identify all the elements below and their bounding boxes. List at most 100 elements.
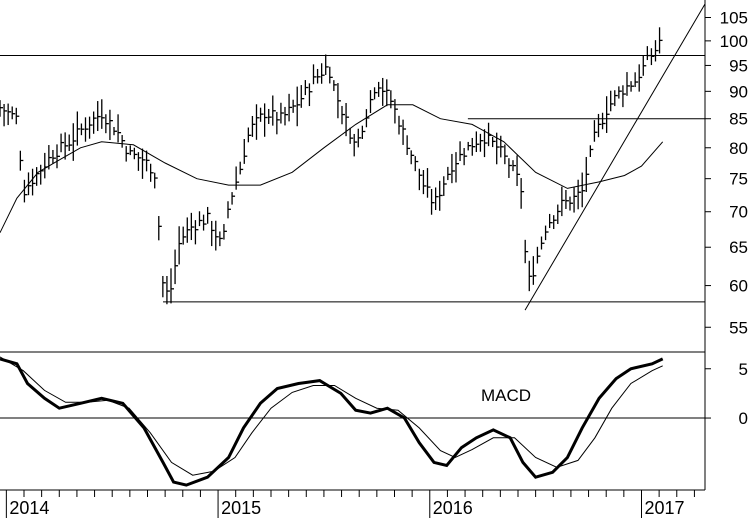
- ohlc-bar: [475, 131, 480, 153]
- x-tick-label: 2017: [644, 498, 684, 518]
- ohlc-bar: [589, 145, 594, 158]
- ohlc-bar: [292, 99, 297, 113]
- ohlc-bar: [72, 123, 77, 161]
- ohlc-bar: [548, 213, 553, 229]
- ohlc-bar: [255, 104, 260, 140]
- ohlc-bar: [235, 166, 240, 190]
- ohlc-bar: [406, 135, 411, 155]
- ohlc-bar: [528, 260, 533, 292]
- ohlc-bar: [418, 168, 423, 191]
- ohlc-bar: [198, 211, 203, 227]
- y-tick-label: 85: [729, 110, 748, 129]
- ohlc-bar: [105, 114, 109, 134]
- ohlc-bar: [276, 111, 280, 135]
- ohlc-bar: [154, 172, 158, 189]
- ohlc-bar: [280, 102, 284, 124]
- ohlc-bar: [101, 99, 105, 129]
- ohlc-bar: [439, 180, 443, 211]
- macd-line: [0, 357, 664, 487]
- ohlc-bar: [186, 217, 191, 243]
- ohlc-bar: [149, 163, 154, 182]
- ohlc-bar: [508, 158, 512, 178]
- ohlc-bar: [398, 115, 402, 135]
- ohlc-bar: [3, 104, 8, 127]
- ohlc-bar: [585, 156, 590, 193]
- y-tick-label: 80: [729, 139, 748, 158]
- ohlc-bar: [532, 256, 537, 285]
- ohlc-bar: [312, 64, 317, 85]
- ohlc-bar: [601, 112, 606, 130]
- ohlc-bar: [133, 147, 138, 160]
- moving-average-line: [0, 104, 664, 233]
- ohlc-bar: [56, 144, 60, 169]
- ohlc-bar: [125, 146, 130, 162]
- ohlc-bar: [268, 108, 272, 124]
- ohlc-bar: [386, 79, 390, 107]
- ohlc-bar: [569, 196, 573, 211]
- ohlc-bar: [113, 126, 117, 136]
- ohlc-bar: [467, 141, 472, 151]
- ohlc-bar: [341, 105, 345, 125]
- ohlc-bar: [642, 55, 647, 76]
- ohlc-bar: [471, 137, 476, 156]
- ohlc-bar: [353, 133, 358, 157]
- ohlc-bar: [223, 224, 227, 240]
- ohlc-bar: [182, 226, 187, 245]
- ohlc-bar: [658, 27, 663, 54]
- ohlc-bar: [300, 85, 305, 108]
- ohlc-bar: [211, 220, 215, 247]
- macd-signal-line: [0, 356, 663, 476]
- ohlc-bar: [394, 99, 398, 124]
- ohlc-bar: [459, 141, 464, 162]
- ohlc-bar: [272, 95, 276, 126]
- ohlc-bar: [557, 204, 561, 224]
- ohlc-bar: [369, 90, 374, 114]
- ohlc-bar: [577, 179, 582, 210]
- ohlc-bar: [390, 90, 394, 109]
- ohlc-bar: [243, 138, 248, 164]
- x-tick-label: 2015: [221, 498, 261, 518]
- ohlc-bar: [479, 133, 484, 152]
- ohlc-bar: [19, 150, 24, 171]
- ohlc-bar: [284, 106, 288, 126]
- ohlc-bar: [377, 81, 382, 97]
- ohlc-bar: [345, 103, 350, 137]
- uptrend-line: [524, 3, 706, 311]
- ohlc-bar: [7, 103, 12, 126]
- ohlc-bar: [11, 106, 16, 120]
- ohlc-bar: [610, 90, 614, 112]
- ohlc-bar: [483, 129, 488, 158]
- ohlc-bar: [109, 109, 113, 141]
- ohlc-bar: [491, 136, 496, 148]
- ohlc-bar: [166, 275, 170, 305]
- ohlc-bar: [141, 148, 146, 179]
- ohlc-bar: [84, 117, 89, 142]
- ohlc-bar: [410, 150, 415, 165]
- ohlc-bar: [304, 80, 309, 96]
- ohlc-bar: [451, 153, 455, 184]
- ohlc-bar: [426, 168, 431, 198]
- x-tick-label: 2016: [433, 498, 473, 518]
- ohlc-bar: [174, 249, 179, 285]
- ohlc-bar: [626, 72, 630, 96]
- ohlc-bar: [544, 225, 549, 241]
- ohlc-bar: [170, 268, 174, 304]
- ohlc-bar: [443, 176, 447, 196]
- ohlc-bar: [455, 152, 459, 183]
- ohlc-bar: [219, 231, 223, 247]
- x-tick-label: 2014: [9, 498, 49, 518]
- ohlc-bar: [654, 40, 659, 62]
- ohlc-bar: [553, 215, 557, 230]
- ohlc-bar: [88, 116, 93, 139]
- ohlc-bar: [215, 220, 219, 251]
- ohlc-bar: [206, 206, 211, 224]
- ohlc-bar: [373, 87, 378, 100]
- ohlc-bar: [638, 64, 643, 92]
- y-tick-label: 75: [729, 170, 748, 189]
- ohlc-bar: [80, 123, 85, 136]
- ohlc-bar: [121, 135, 126, 148]
- ohlc-bar: [646, 46, 651, 61]
- ohlc-bar: [650, 48, 655, 66]
